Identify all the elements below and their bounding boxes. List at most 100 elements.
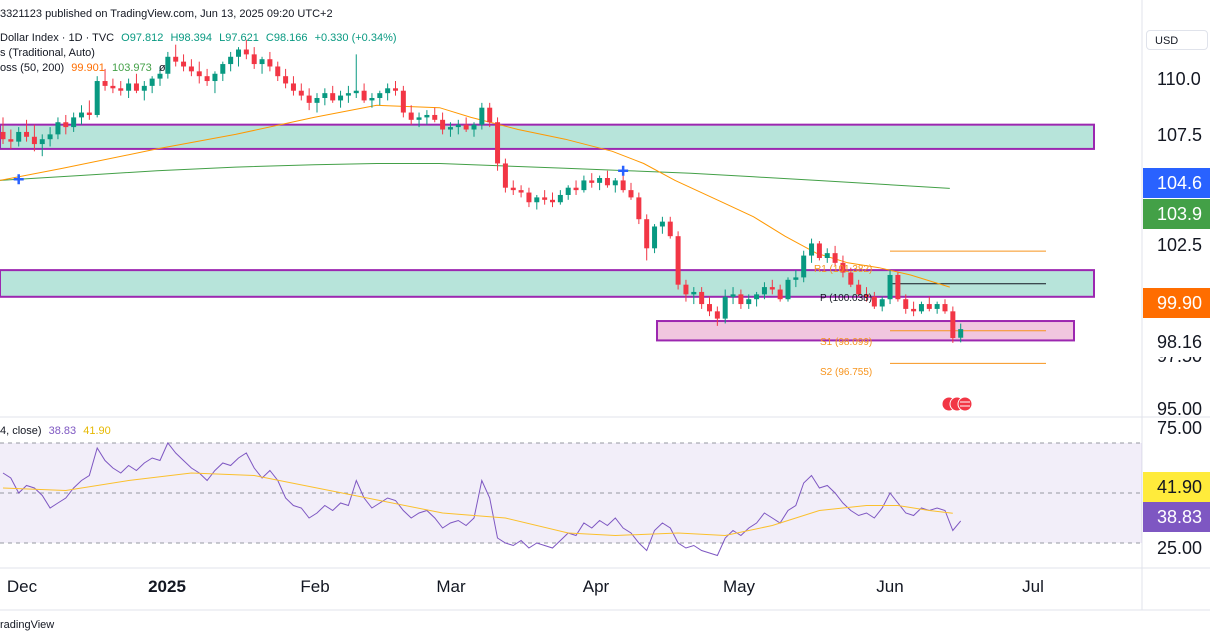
candle-body [204,76,210,82]
candle-body [94,81,100,115]
price-tick-102-5: 102.5 [1157,235,1203,255]
last-price-badge: 98.16 [1143,327,1210,357]
candle-body [510,187,516,191]
ma-cross-marker [618,165,629,176]
candle-body [604,178,610,186]
candle-body [31,136,37,145]
ma50-value: 99.901 [71,62,105,74]
candle-body [24,131,30,137]
candle-body [455,124,461,128]
ma200-value: 103.973 [111,62,152,74]
rsi-legend[interactable]: 4, close) 38.83 41.90 [0,425,115,437]
candle-body [361,90,367,101]
currency-button[interactable]: USD [1146,30,1208,50]
ma-cross-legend[interactable]: oss (50, 200) 99.901 103.973 ø [0,62,170,74]
candle-body [0,131,6,140]
candle-body [306,95,312,103]
candle-body [691,291,697,295]
candle-body [118,88,124,91]
candle-body [942,304,948,312]
rsi-ma-value: 41.90 [83,425,111,437]
price-tick-95: 95.00 [1157,399,1203,419]
candle-body [126,83,132,91]
candle-body [926,304,932,309]
candle-body [110,85,116,89]
candle-body [644,219,650,249]
candle-body [267,59,273,67]
symbol-legend: Dollar Index · 1D · TVC O97.812 H98.394 … [0,32,401,44]
time-label-may: May [722,577,756,596]
ma-cross-symbol: ø [158,62,166,74]
candle-body [251,54,257,65]
candle-body [400,90,406,113]
ohlc-close: C98.166 [265,32,308,44]
candle-body [283,76,289,84]
candle-body [416,117,422,120]
candle-body [730,294,736,297]
time-label-jun: Jun [876,577,904,596]
candle-body [322,93,328,98]
ohlc-low: L97.621 [219,32,259,44]
economic-events-flags[interactable] [940,396,980,412]
candle-body [393,88,398,91]
candle-body [934,304,940,309]
candle-body [236,49,241,57]
pivots-legend[interactable]: s (Traditional, Auto) [0,47,95,59]
candle-body [620,180,626,191]
time-label-mar: Mar [436,577,466,596]
candle-body [408,112,414,120]
candle-body [8,139,14,142]
rsi-line [2,442,962,557]
candle-body [228,56,234,65]
candle-body [259,59,265,65]
candle-body [856,284,862,295]
candle-body [63,122,69,128]
candle-body [353,90,359,94]
candle-body [628,190,634,198]
candle-body [840,262,846,273]
candle-body [864,294,869,297]
candle-body [534,197,540,203]
candle-body [518,190,524,193]
candle-body [196,71,202,77]
candle-body [79,112,84,118]
candle-body [652,226,658,249]
candle-body [612,180,618,186]
candle-body [809,243,815,256]
candle-body [848,272,854,285]
lower-zone [656,320,1075,342]
candle-body [871,296,877,307]
ma-cross-label: oss (50, 200) [0,62,65,74]
candle-body [369,98,375,101]
rsi-badge: 38.83 [1143,502,1210,532]
candle-body [958,329,964,338]
tradingview-logo[interactable]: radingView [0,619,55,631]
candle-body [39,139,45,145]
ma-cross-marker [13,174,24,185]
candle-body [424,114,430,118]
candle-body [479,107,485,125]
candle-body [47,134,53,140]
time-label-dec: Dec [6,577,38,596]
candle-body [157,73,163,79]
candle-body [502,163,508,188]
candle-body [526,192,532,203]
time-label-jul: Jul [1022,577,1044,596]
symbol-name[interactable]: Dollar Index · 1D · TVC [0,32,115,44]
rsi-ma-badge: 41.90 [1143,472,1210,502]
candle-body [330,93,336,101]
time-label-apr: Apr [582,577,610,596]
ma200-cross-badge: 104.6 [1143,168,1210,198]
candle-body [918,304,924,312]
candle-body [71,117,77,128]
candle-body [707,304,712,312]
candle-body [432,114,438,120]
candle-body [86,112,92,115]
candle-body [722,296,728,319]
rsi-tick-75: 75.00 [1157,418,1203,438]
candle-body [440,119,446,130]
candle-body [141,85,147,91]
candle-body [212,73,218,82]
ma200-line [0,163,950,189]
